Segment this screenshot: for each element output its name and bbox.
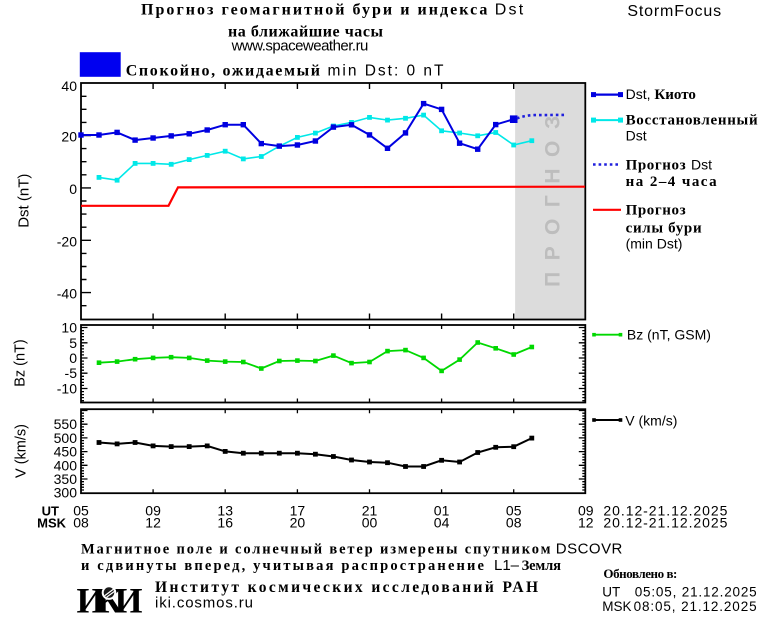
svg-text:Магнитное поле и солнечный вет: Магнитное поле и солнечный ветер измерен… <box>81 542 551 558</box>
svg-text:V (km/s): V (km/s) <box>625 412 677 428</box>
svg-text:ПРОГНОЗ: ПРОГНОЗ <box>542 116 565 287</box>
svg-text:0: 0 <box>69 350 77 366</box>
svg-text:www.spaceweather.ru: www.spaceweather.ru <box>231 38 369 55</box>
svg-text:Dst (nT): Dst (nT) <box>16 174 33 228</box>
svg-text:0: 0 <box>69 181 77 197</box>
svg-text:V (km/s): V (km/s) <box>14 424 30 478</box>
svg-text:12: 12 <box>145 515 161 531</box>
svg-text:Восстановленный: Восстановленный <box>626 112 758 128</box>
svg-text:UT: UT <box>42 504 59 519</box>
svg-text:450: 450 <box>54 444 78 460</box>
svg-text:20: 20 <box>290 515 306 531</box>
svg-text:на ближайшие часы: на ближайшие часы <box>228 24 384 41</box>
svg-text:05: 05 <box>73 503 89 519</box>
svg-text:-40: -40 <box>57 286 77 302</box>
svg-text:20.12-21.12.2025: 20.12-21.12.2025 <box>603 515 727 531</box>
svg-text:13: 13 <box>217 503 233 519</box>
svg-text:Bz (nT, GSM): Bz (nT, GSM) <box>627 327 711 343</box>
svg-text:05:05, 21.12.2025: 05:05, 21.12.2025 <box>635 585 757 600</box>
svg-text:и сдвинуты вперед, учитывая ра: и сдвинуты вперед, учитывая распростране… <box>81 558 485 574</box>
svg-text:00: 00 <box>362 515 378 531</box>
svg-text:Bz (nT): Bz (nT) <box>13 339 29 387</box>
svg-text:Институт космических исследова: Институт космических исследований РАН <box>155 579 538 596</box>
svg-text:Земля: Земля <box>522 558 562 574</box>
svg-text:04: 04 <box>434 515 450 531</box>
svg-text:500: 500 <box>54 430 78 446</box>
svg-text:01: 01 <box>434 503 450 519</box>
svg-text:(min Dst): (min Dst) <box>626 236 683 252</box>
svg-text:08:05, 21.12.2025: 08:05, 21.12.2025 <box>634 599 757 614</box>
svg-text:Прогноз: Прогноз <box>626 203 686 219</box>
svg-text:Прогноз геомагнитной бури и ин: Прогноз геомагнитной бури и индекса <box>141 2 487 19</box>
svg-text:iki.cosmos.ru: iki.cosmos.ru <box>155 595 253 612</box>
svg-text:17: 17 <box>290 503 306 519</box>
svg-text:08: 08 <box>73 515 89 531</box>
svg-text:12: 12 <box>578 515 594 531</box>
svg-text:550: 550 <box>54 416 78 432</box>
svg-text:Dst, Киото: Dst, Киото <box>626 86 696 103</box>
svg-text:MSK: MSK <box>37 516 67 531</box>
svg-text:MSK: MSK <box>602 599 631 614</box>
svg-text:Спокойно, ожидаемый: Спокойно, ожидаемый <box>126 63 320 80</box>
svg-text:20: 20 <box>61 129 77 145</box>
svg-text:силы бури: силы бури <box>626 221 702 237</box>
svg-text:09: 09 <box>578 503 594 519</box>
svg-text:Обновлено в:: Обновлено в: <box>603 566 677 581</box>
svg-text:StormFocus: StormFocus <box>627 3 721 20</box>
svg-text:300: 300 <box>54 485 78 501</box>
svg-text:-10: -10 <box>57 381 77 397</box>
svg-text:400: 400 <box>54 457 78 473</box>
svg-text:5: 5 <box>69 335 77 351</box>
svg-text:Dst: Dst <box>495 2 524 19</box>
svg-text:40: 40 <box>61 78 77 94</box>
svg-text:20.12-21.12.2025: 20.12-21.12.2025 <box>603 503 727 519</box>
svg-text:16: 16 <box>217 515 233 531</box>
svg-text:Dst: Dst <box>626 127 647 143</box>
svg-text:05: 05 <box>506 503 522 519</box>
svg-text:Dst: Dst <box>691 157 712 173</box>
svg-text:Прогноз: Прогноз <box>626 158 686 174</box>
svg-text:09: 09 <box>145 503 161 519</box>
svg-text:DSCOVR: DSCOVR <box>556 541 623 558</box>
svg-text:L1–: L1– <box>494 557 520 574</box>
svg-text:-5: -5 <box>65 365 78 381</box>
svg-text:на 2–4 часа: на 2–4 часа <box>626 174 718 190</box>
svg-text:-20: -20 <box>57 233 77 249</box>
svg-text:UT: UT <box>602 585 620 600</box>
svg-text:350: 350 <box>54 471 78 487</box>
svg-text:21: 21 <box>362 503 378 519</box>
svg-text:10: 10 <box>61 320 77 336</box>
svg-text:08: 08 <box>506 515 522 531</box>
